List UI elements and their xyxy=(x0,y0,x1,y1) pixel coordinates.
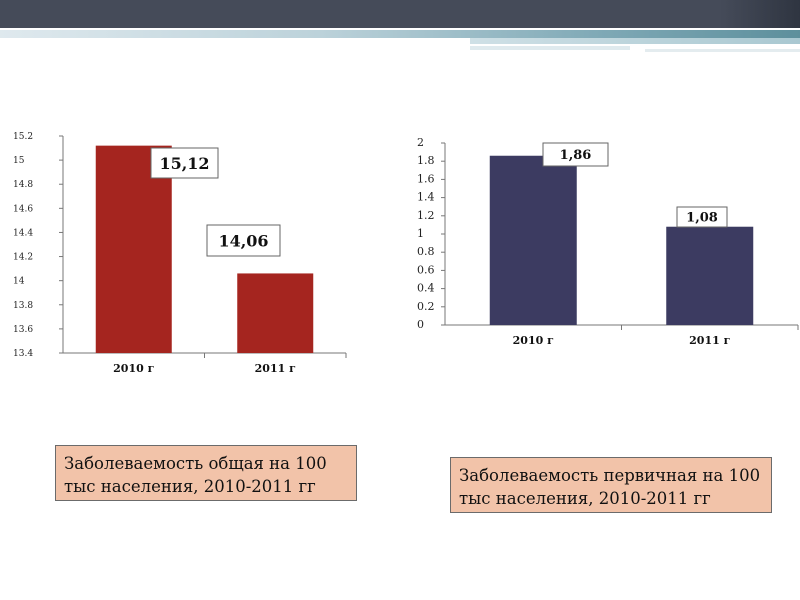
left-chart-y-tick-label: 13.6 xyxy=(13,325,33,335)
right-chart-data-label-box xyxy=(676,206,728,228)
right-chart-y-tick-label: 0.2 xyxy=(417,300,435,313)
header-band-stripe xyxy=(720,0,800,28)
left-chart-data-label-box xyxy=(206,224,281,257)
left-chart-y-tick-label: 14.4 xyxy=(13,228,33,238)
right-chart-y-tick-label: 0.8 xyxy=(417,245,435,258)
right-chart-y-tick-label: 1.4 xyxy=(417,191,435,204)
left-chart-data-label-box xyxy=(150,147,219,179)
right-chart-y-tick-label: 0.6 xyxy=(417,263,435,276)
right-chart-y-tick-label: 1.2 xyxy=(417,209,435,222)
left-chart-caption: Заболеваемость общая на 100 тыс населени… xyxy=(55,445,357,501)
left-chart-y-tick-label: 14.6 xyxy=(13,204,33,214)
right-chart-y-tick-label: 1.8 xyxy=(417,154,435,167)
accent-line-tertiary xyxy=(470,46,630,50)
right-chart-data-label: 1,08 xyxy=(686,211,718,226)
accent-line xyxy=(0,30,800,38)
left-chart-data-label: 14,06 xyxy=(218,231,268,250)
left-chart-y-tick-label: 13.8 xyxy=(13,301,33,311)
right-chart-y-tick-label: 1 xyxy=(417,227,424,240)
right-chart-data-label: 1,86 xyxy=(560,148,592,163)
accent-line-secondary xyxy=(470,38,800,44)
left-chart-y-tick-label: 14.2 xyxy=(13,253,33,263)
right-chart-y-tick-label: 1.6 xyxy=(417,172,435,185)
left-chart-y-tick-label: 13.4 xyxy=(13,349,33,359)
left-chart-data-label: 15,12 xyxy=(159,154,209,173)
left-chart-category-label: 2010 г xyxy=(113,362,154,375)
right-chart-category-label: 2011 г xyxy=(689,334,730,347)
right-chart-caption: Заболеваемость первичная на 100 тыс насе… xyxy=(450,457,772,513)
header-band xyxy=(0,0,800,28)
left-chart-y-tick-label: 14.8 xyxy=(13,180,33,190)
right-chart-y-tick-label: 2 xyxy=(417,136,424,149)
right-chart-y-tick-label: 0.4 xyxy=(417,282,435,295)
left-chart-bar xyxy=(237,273,314,353)
left-chart-category-label: 2011 г xyxy=(255,362,296,375)
right-chart-category-label: 2010 г xyxy=(513,334,554,347)
right-chart-bar xyxy=(666,226,754,325)
accent-line-quaternary xyxy=(645,49,800,52)
right-chart-y-tick-label: 0 xyxy=(417,318,424,331)
right-chart-bar xyxy=(489,155,577,325)
left-chart-y-tick-label: 15.2 xyxy=(13,132,33,142)
left-chart-bar xyxy=(95,145,172,353)
left-chart-y-tick-label: 14 xyxy=(13,277,25,287)
right-chart-data-label-box xyxy=(542,142,609,167)
left-chart-y-tick-label: 15 xyxy=(13,156,25,166)
